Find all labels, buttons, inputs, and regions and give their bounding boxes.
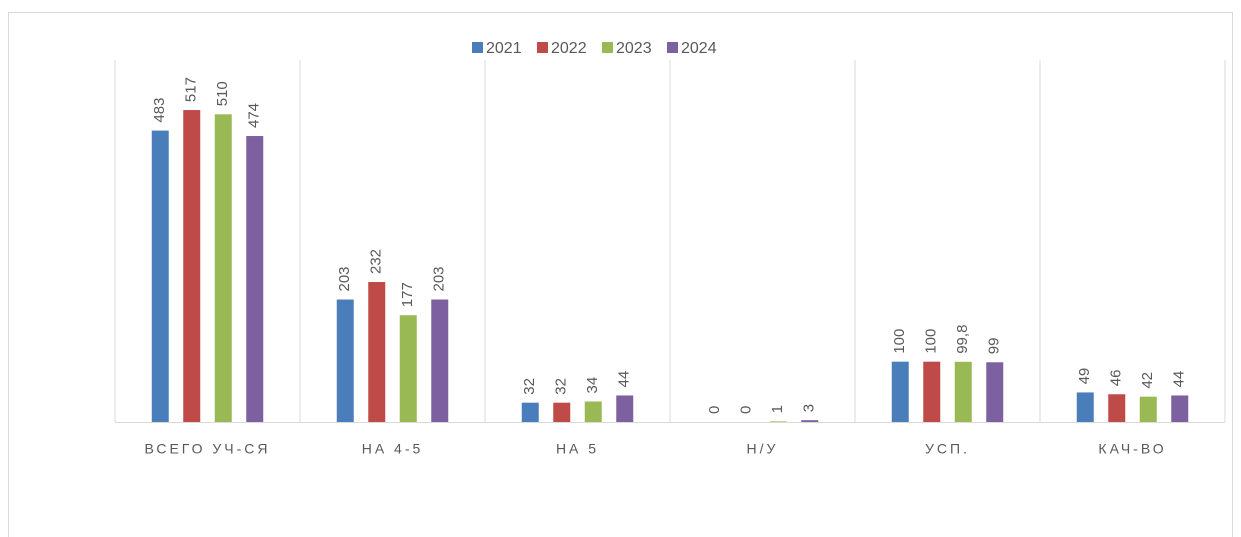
data-label: 42 — [1139, 372, 1156, 389]
bar — [1139, 396, 1157, 422]
data-label: 3 — [801, 404, 818, 412]
data-label: 49 — [1076, 368, 1093, 385]
bar — [986, 362, 1004, 422]
legend-swatch — [537, 42, 548, 53]
bar — [521, 402, 539, 422]
bar — [246, 136, 264, 422]
bar — [183, 110, 201, 423]
x-tick-label: Н/У — [747, 441, 779, 457]
bar — [616, 395, 634, 422]
bar — [553, 402, 571, 422]
legend-label: 2023 — [616, 40, 652, 57]
data-label: 32 — [553, 378, 570, 395]
category-dividers — [114, 60, 1226, 422]
x-tick-label: КАЧ-ВО — [1098, 441, 1166, 457]
data-label: 474 — [246, 103, 263, 128]
data-label: 32 — [521, 378, 538, 395]
bar — [769, 421, 787, 422]
bar — [214, 114, 232, 423]
chart-frame — [8, 12, 1233, 537]
data-label: 34 — [584, 377, 601, 394]
bar — [891, 361, 909, 422]
bar — [954, 361, 972, 422]
x-tick-label: УСП. — [925, 441, 970, 457]
x-tick-label: ВСЕГО УЧ-СЯ — [144, 441, 270, 457]
legend-label: 2024 — [681, 40, 717, 57]
legend-label: 2021 — [486, 40, 522, 57]
data-label: 0 — [738, 406, 755, 414]
data-label: 517 — [183, 77, 200, 102]
data-label: 44 — [1171, 371, 1188, 388]
bar — [1108, 394, 1126, 422]
bar — [399, 315, 417, 422]
legend-swatch — [667, 42, 678, 53]
data-label: 510 — [214, 81, 231, 106]
data-label: 44 — [616, 371, 633, 388]
data-label: 1 — [769, 405, 786, 413]
bar — [151, 130, 169, 422]
data-label: 100 — [891, 329, 908, 354]
bar — [1171, 395, 1189, 422]
x-tick-label: НА 5 — [556, 441, 599, 457]
data-label: 177 — [399, 282, 416, 307]
data-label: 203 — [431, 266, 448, 291]
data-label: 46 — [1108, 370, 1125, 387]
data-label: 0 — [706, 406, 723, 414]
bar — [368, 282, 386, 422]
data-label: 232 — [368, 249, 385, 274]
data-label: 99 — [986, 338, 1003, 355]
legend-swatch — [602, 42, 613, 53]
bar — [584, 401, 602, 422]
bar — [923, 361, 941, 422]
data-label: 483 — [151, 98, 168, 123]
x-tick-label: НА 4-5 — [362, 441, 424, 457]
bar — [431, 299, 449, 422]
bar — [801, 420, 819, 422]
data-label: 99,8 — [954, 325, 971, 354]
legend-label: 2022 — [551, 40, 587, 57]
bar — [1076, 392, 1094, 422]
data-label: 100 — [923, 329, 940, 354]
data-label: 203 — [336, 266, 353, 291]
bar — [336, 299, 354, 422]
legend-swatch — [472, 42, 483, 53]
